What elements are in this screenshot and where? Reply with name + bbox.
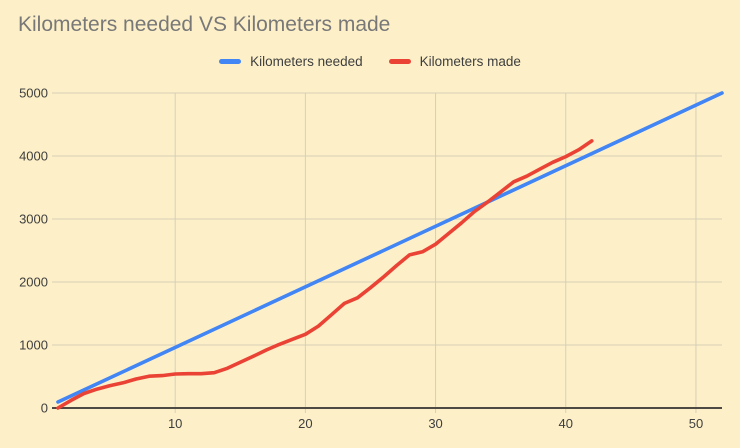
x-tick-label: 10 [168, 416, 182, 431]
y-tick-label: 1000 [19, 338, 48, 353]
legend-swatch-icon [219, 59, 242, 64]
series-line-kilometers-made [56, 139, 594, 410]
y-tick-label: 2000 [19, 275, 48, 290]
chart-title: Kilometers needed VS Kilometers made [18, 13, 391, 36]
y-tick-label: 5000 [19, 86, 48, 101]
y-tick-label: 4000 [19, 149, 48, 164]
y-tick-label: 3000 [19, 212, 48, 227]
x-tick-label: 40 [559, 416, 573, 431]
x-tick-label: 30 [428, 416, 442, 431]
x-tick-label: 50 [689, 416, 703, 431]
series-line-kilometers-needed [56, 91, 724, 404]
y-tick-label: 0 [41, 401, 48, 416]
x-tick-label: 20 [298, 416, 312, 431]
legend-label: Kilometers made [419, 54, 521, 69]
legend-label: Kilometers needed [250, 54, 363, 69]
legend-item-kilometers-needed: Kilometers needed [219, 54, 363, 69]
legend-item-kilometers-made: Kilometers made [388, 54, 521, 69]
chart-legend: Kilometers needed Kilometers made [0, 54, 740, 69]
legend-swatch-icon [388, 59, 411, 64]
